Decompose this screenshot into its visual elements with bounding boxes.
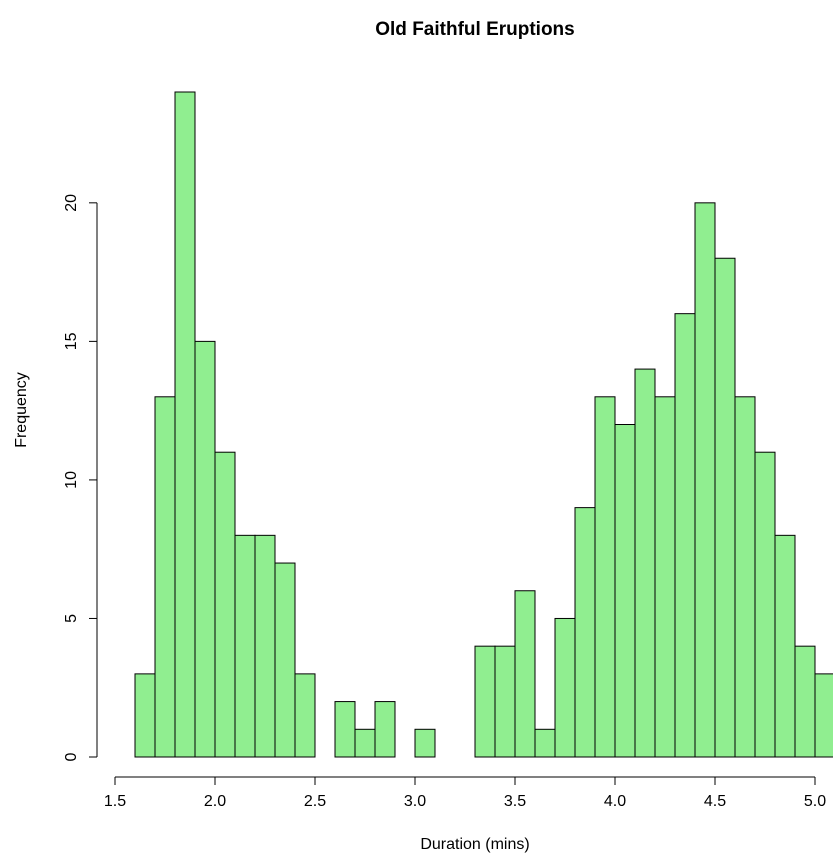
bar	[754, 451, 776, 758]
bar	[274, 562, 296, 758]
bar	[814, 673, 833, 758]
bar	[674, 313, 696, 758]
bar	[254, 534, 276, 758]
bar	[234, 534, 256, 758]
y-tick-label: 10	[63, 471, 80, 489]
bar	[574, 507, 596, 758]
bar	[654, 396, 676, 758]
bar	[634, 368, 656, 758]
x-tick-label: 3.5	[504, 793, 526, 810]
x-axis-label: Duration (mins)	[420, 836, 529, 853]
bar	[514, 590, 536, 758]
y-tick-label: 5	[63, 614, 80, 623]
bar	[134, 673, 156, 758]
bar	[154, 396, 176, 758]
chart-title: Old Faithful Eruptions	[375, 19, 574, 40]
bar	[614, 424, 636, 758]
x-tick-label: 3.0	[404, 793, 426, 810]
bar	[214, 451, 236, 758]
bar	[534, 728, 556, 758]
y-tick-label: 0	[63, 752, 80, 761]
x-tick-label: 4.0	[604, 793, 626, 810]
y-tick-label: 20	[63, 194, 80, 212]
bar	[474, 645, 496, 758]
bar	[354, 728, 376, 758]
bar	[334, 701, 356, 758]
y-tick-label: 15	[63, 332, 80, 350]
bar	[374, 701, 396, 758]
bar	[594, 396, 616, 758]
bar	[194, 340, 216, 758]
x-tick-label: 4.5	[704, 793, 726, 810]
x-tick-label: 1.5	[104, 793, 126, 810]
bar	[714, 257, 736, 758]
bar	[774, 534, 796, 758]
y-axis-label: Frequency	[13, 372, 30, 448]
x-tick-label: 2.0	[204, 793, 226, 810]
bar	[414, 728, 436, 758]
bar	[694, 202, 716, 758]
bar	[174, 91, 196, 758]
x-tick-label: 5.0	[804, 793, 826, 810]
x-tick-label: 2.5	[304, 793, 326, 810]
bar	[734, 396, 756, 758]
bar	[294, 673, 316, 758]
bar	[494, 645, 516, 758]
bar	[554, 617, 576, 758]
bar	[794, 645, 816, 758]
